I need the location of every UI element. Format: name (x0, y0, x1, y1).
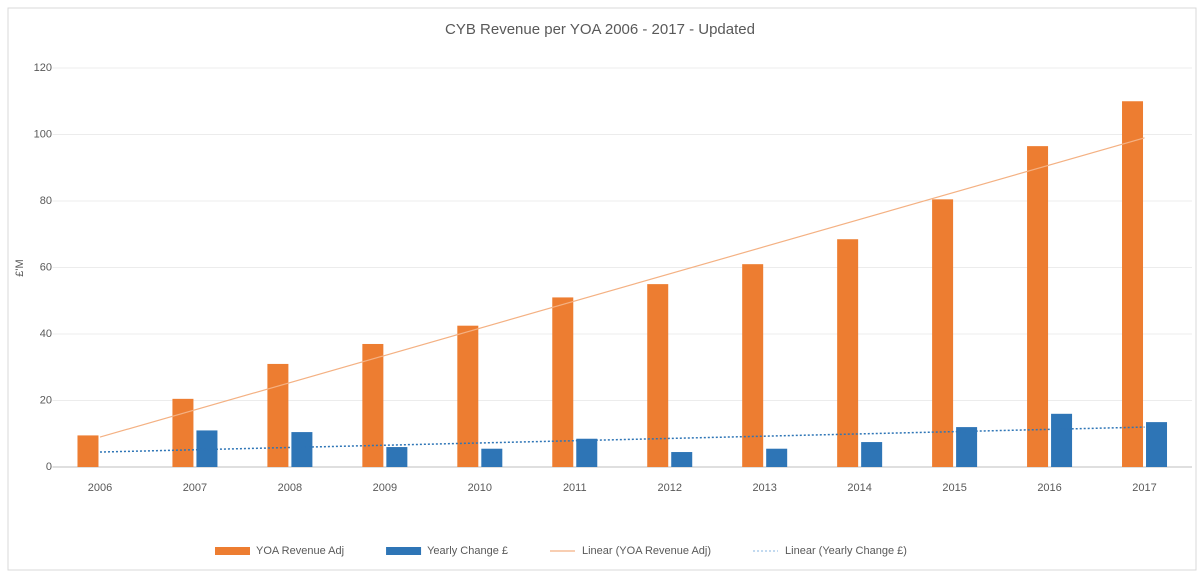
y-tick-label: 40 (40, 328, 52, 340)
bar (576, 438, 598, 467)
x-tick-label: 2012 (657, 482, 681, 494)
bar (172, 398, 194, 467)
chart-title: CYB Revenue per YOA 2006 - 2017 - Update… (445, 21, 755, 38)
bar (766, 448, 788, 467)
y-tick-label: 20 (40, 394, 52, 406)
x-tick-label: 2017 (1132, 482, 1156, 494)
chart-frame (7, 7, 1197, 571)
bar (1051, 413, 1073, 467)
bar (1027, 146, 1049, 467)
x-tick-label: 2014 (847, 482, 871, 494)
y-tick-label: 80 (40, 195, 52, 207)
x-tick-label: 2007 (183, 482, 207, 494)
bar (362, 343, 384, 467)
bar (291, 432, 313, 467)
y-tick-label: 100 (34, 128, 52, 140)
y-axis-label: £'M (14, 259, 26, 276)
x-tick-label: 2010 (468, 482, 492, 494)
x-tick-label: 2011 (563, 482, 587, 494)
legend-label: Linear (YOA Revenue Adj) (582, 545, 711, 557)
x-tick-label: 2009 (373, 482, 397, 494)
bar (837, 239, 859, 467)
legend-label: Linear (Yearly Change £) (785, 545, 907, 557)
bar (647, 284, 669, 467)
bar (932, 199, 954, 467)
bar (267, 363, 289, 467)
legend-swatch (215, 547, 250, 555)
bar (1122, 101, 1144, 467)
legend-label: Yearly Change £ (427, 545, 508, 557)
x-tick-label: 2008 (278, 482, 302, 494)
bar (552, 297, 574, 467)
bar (742, 264, 764, 467)
bar (386, 447, 408, 467)
x-tick-label: 2015 (942, 482, 966, 494)
y-tick-label: 120 (34, 62, 52, 74)
bar (457, 325, 479, 467)
x-tick-label: 2006 (88, 482, 112, 494)
bar (196, 430, 218, 467)
bar (671, 452, 693, 467)
y-tick-label: 60 (40, 261, 52, 273)
legend-swatch (386, 547, 422, 555)
bar (956, 427, 978, 467)
bar (77, 435, 99, 467)
y-tick-label: 0 (46, 461, 52, 473)
bar (861, 442, 883, 467)
bar (1146, 422, 1168, 467)
x-tick-label: 2016 (1037, 482, 1061, 494)
bar (481, 448, 503, 467)
legend-label: YOA Revenue Adj (256, 545, 344, 557)
x-tick-label: 2013 (752, 482, 776, 494)
trendline (99, 137, 1145, 438)
